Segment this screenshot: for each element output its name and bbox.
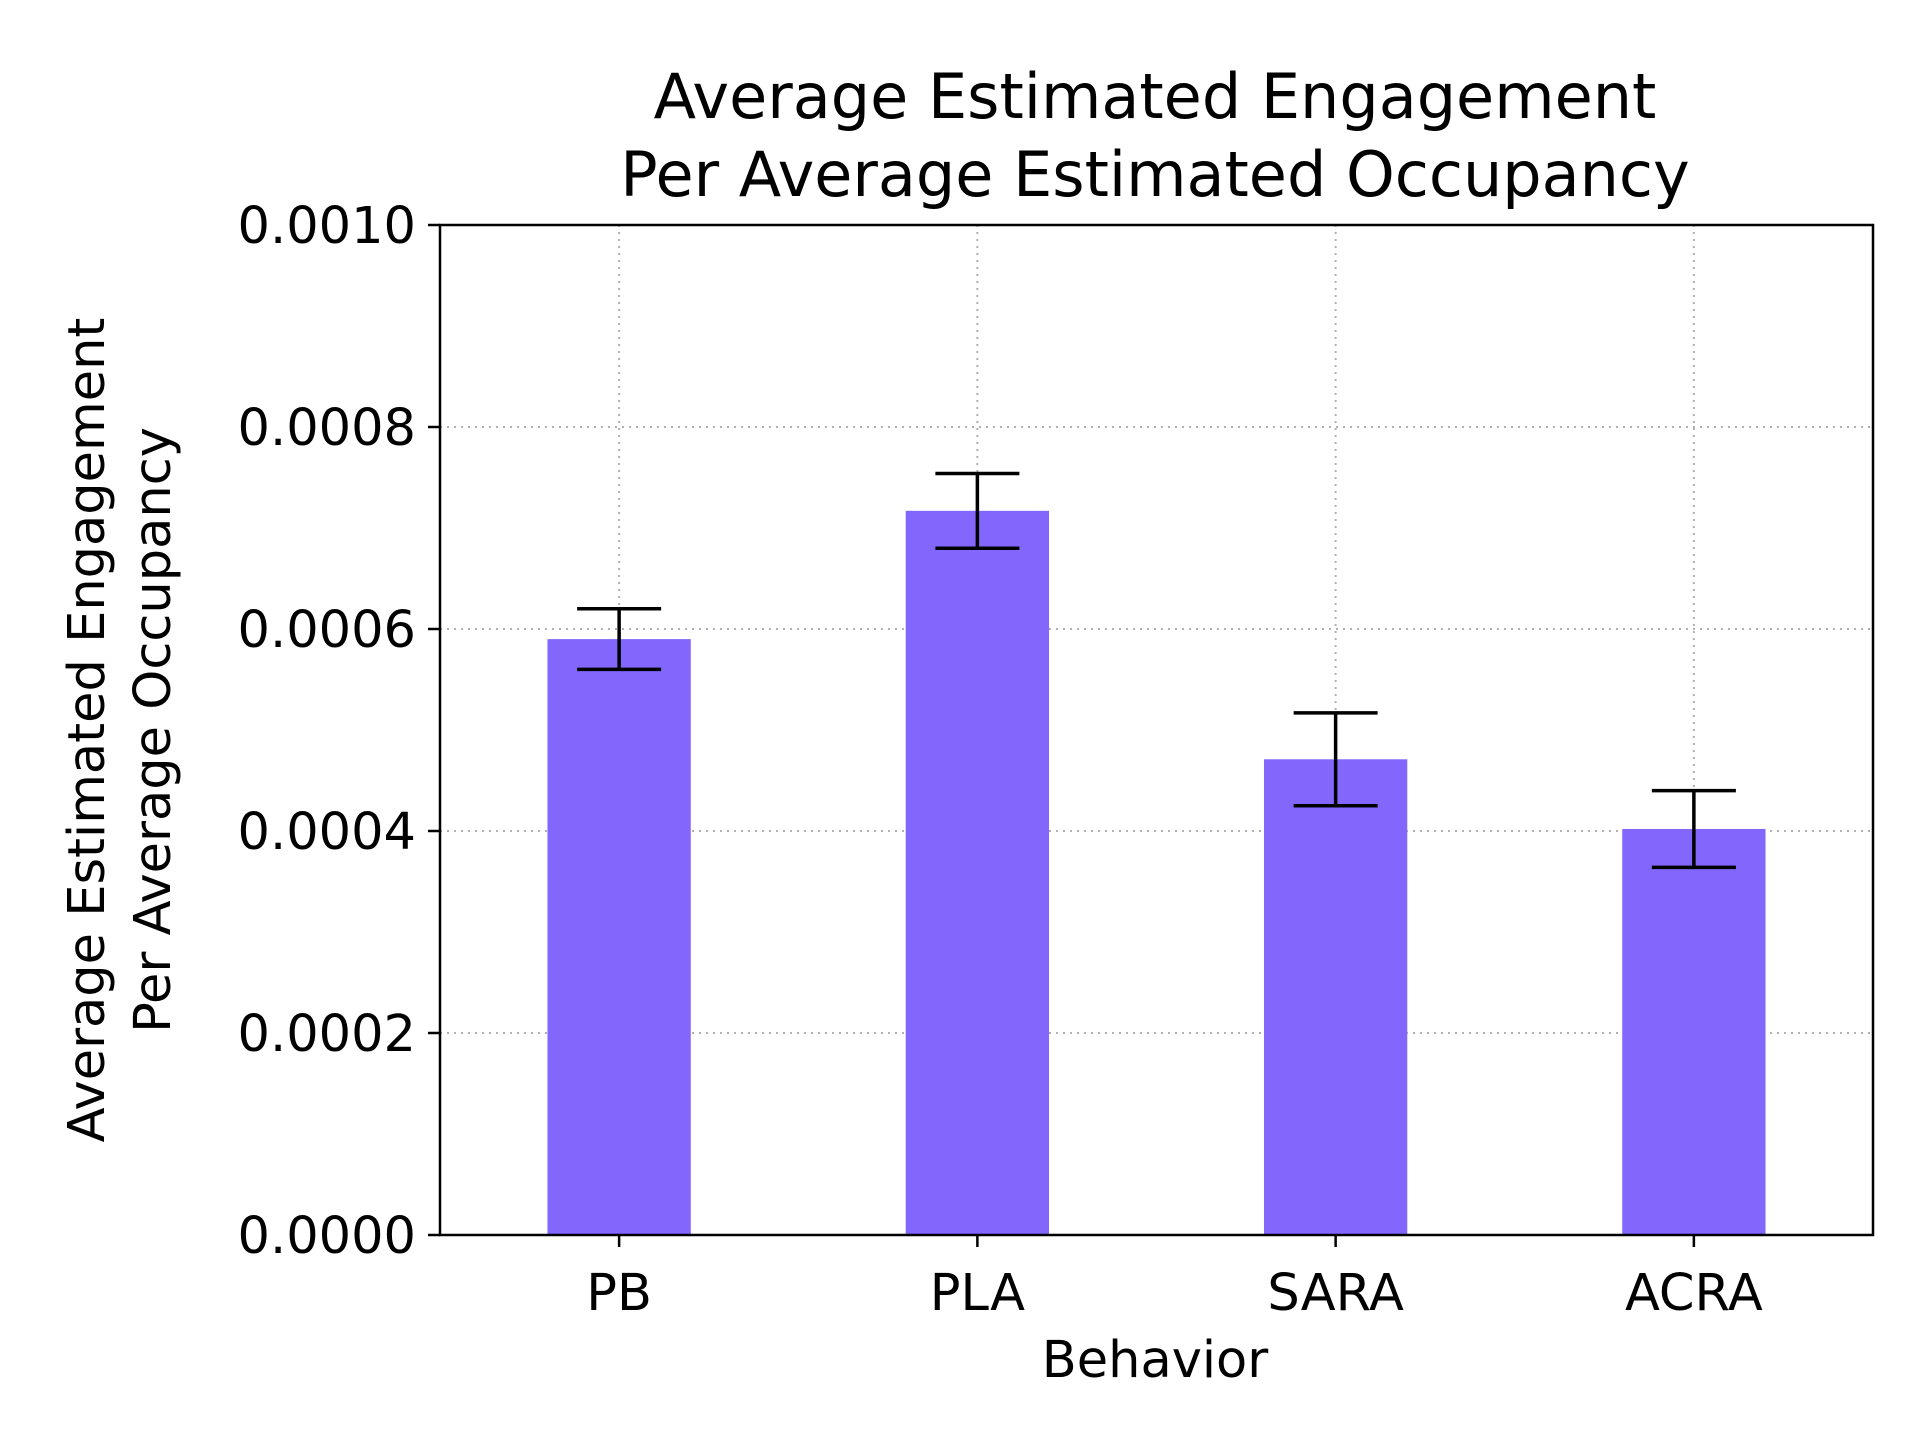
y-tick-label: 0.0000 (238, 1207, 416, 1266)
bar-acra (1622, 828, 1766, 1235)
y-axis-label-line-2: Per Average Occupancy (124, 427, 183, 1033)
x-tick-label: PB (586, 1264, 652, 1323)
error-bars (577, 471, 1736, 870)
y-tick-label: 0.0004 (238, 803, 416, 862)
x-tick-label: ACRA (1625, 1264, 1763, 1323)
y-axis-label-line-1: Average Estimated Engagement (58, 318, 117, 1143)
bar-sara (1263, 759, 1408, 1235)
chart-title-line-2: Per Average Estimated Occupancy (620, 138, 1689, 211)
x-axis-label: Behavior (1042, 1331, 1268, 1390)
bars (547, 510, 1766, 1236)
y-tick-label: 0.0006 (238, 601, 416, 660)
bar-pla (905, 510, 1050, 1236)
y-tick-label: 0.0002 (238, 1005, 416, 1064)
y-tick-label: 0.0010 (238, 197, 416, 256)
plot-frame (438, 223, 1875, 1237)
x-tick-label: PLA (930, 1264, 1025, 1323)
axes: 0.0000 0.0002 0.0004 0.0006 0.0008 0.0010 PB PL… (238, 197, 1763, 1323)
y-tick-label: 0.0008 (238, 399, 416, 458)
x-tick-label: SARA (1267, 1264, 1404, 1323)
chart-title-line-1: Average Estimated Engagement (654, 60, 1657, 133)
bar-pb (547, 639, 691, 1235)
